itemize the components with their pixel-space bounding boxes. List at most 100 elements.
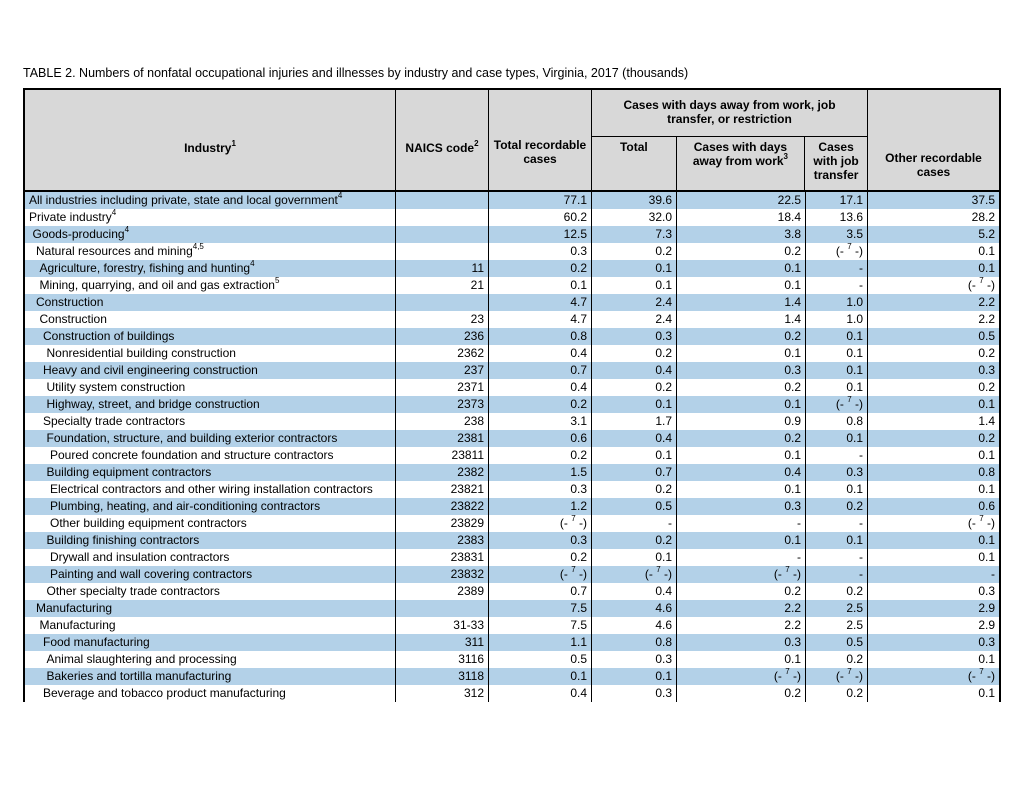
table-row: Goods-producing4 12.5 7.3 3.8 3.5 5.2 [25, 226, 999, 243]
value-cell-total-recordable: 3.1 [489, 413, 592, 430]
value-cell-days-away-total: 0.3 [592, 651, 677, 668]
industry-label: Mining, quarrying, and oil and gas extra… [39, 278, 275, 292]
value-cell-days-away-total: 0.3 [592, 685, 677, 702]
footnote-marker: 2 [474, 139, 479, 149]
naics-cell: 3116 [396, 651, 489, 668]
value-cell-job-transfer: 0.1 [806, 362, 868, 379]
value-cell-days-away-from-work: (- 7 -) [677, 566, 806, 583]
value-cell-total-recordable: 1.1 [489, 634, 592, 651]
footnote-marker: 7 [656, 566, 661, 574]
footnote-marker: 7 [847, 396, 852, 404]
industry-cell: Private industry4 [25, 209, 396, 226]
value-cell-other-recordable: 0.2 [978, 380, 995, 394]
value-cell-other-recordable: 1.4 [978, 414, 995, 428]
value-cell-job-transfer: - [806, 515, 868, 532]
naics-cell: 3118 [396, 668, 489, 685]
value-cell-days-away-from-work: 0.1 [677, 396, 806, 413]
value-cell-total-recordable: 0.7 [489, 583, 592, 600]
value-cell-other-recordable: 0.1 [978, 652, 995, 666]
naics-cell: 11 [396, 260, 489, 277]
value-cell-other-recordable: 0.3 [978, 584, 995, 598]
value-cell-other-recordable: 2.2 [978, 312, 995, 326]
value-cell-total-recordable: (- 7 -) [489, 515, 592, 532]
value-cell-other-recordable: 0.5 [978, 329, 995, 343]
footnote-marker: 7 [847, 243, 852, 251]
value-cell-other-recordable: 0.3 [978, 635, 995, 649]
value-cell-other-recordable: 0.1 [978, 482, 995, 496]
industry-label: Nonresidential building construction [46, 346, 236, 360]
value-cell-total-recordable: 0.1 [489, 668, 592, 685]
value-cell-total-recordable: 60.2 [489, 209, 592, 226]
value-cell-job-transfer: 2.5 [806, 600, 868, 617]
industry-cell: Building finishing contractors [25, 532, 396, 549]
value-cell-job-transfer: - [806, 260, 868, 277]
industry-cell: Manufacturing [25, 617, 396, 634]
footnote-marker: 7 [979, 668, 984, 676]
footnote-marker: 4 [250, 260, 255, 268]
value-cell-total-recordable: 0.6 [489, 430, 592, 447]
value-cell-days-away-total: 0.2 [592, 481, 677, 498]
naics-cell: 2362 [396, 345, 489, 362]
value-cell-days-away-from-work: 2.2 [677, 617, 806, 634]
header-industry: Industry1 [25, 90, 396, 190]
value-cell-job-transfer: - [806, 447, 868, 464]
industry-label: Natural resources and mining [36, 244, 193, 258]
value-cell-days-away-from-work: 0.1 [677, 447, 806, 464]
industry-cell: Other specialty trade contractors [25, 583, 396, 600]
industry-label: Highway, street, and bridge construction [46, 397, 260, 411]
footnote-marker: 4 [124, 226, 130, 234]
value-cell-other-recordable: 0.1 [978, 244, 995, 258]
value-cell-total-recordable: 0.3 [489, 481, 592, 498]
naics-cell: 312 [396, 685, 489, 702]
value-cell-other-recordable: 28.2 [971, 210, 995, 224]
footnote-marker: 5 [274, 277, 280, 285]
naics-cell [396, 192, 489, 209]
value-cell-days-away-from-work: 0.9 [677, 413, 806, 430]
table-title: TABLE 2. Numbers of nonfatal occupationa… [23, 66, 689, 80]
value-cell-other-recordable: 0.2 [978, 346, 995, 360]
industry-cell: Utility system construction [25, 379, 396, 396]
value-cell-total-recordable: 0.4 [489, 685, 592, 702]
header-days-away-total: Total [592, 137, 677, 190]
table-row: Plumbing, heating, and air-conditioning … [25, 498, 999, 515]
footnote-marker: 3 [783, 151, 788, 161]
table-row: Beverage and tobacco product manufacturi… [25, 685, 999, 702]
header-other-recordable-cases: Other recordable cases [868, 90, 999, 190]
value-cell-days-away-total: 0.2 [592, 345, 677, 362]
header-cases-days-away-from-work: Cases with days away from work3 [677, 137, 806, 190]
value-cell-days-away-from-work: 0.2 [677, 328, 806, 345]
industry-label: Painting and wall covering contractors [50, 567, 253, 581]
industry-cell: Goods-producing4 [25, 226, 396, 243]
value-cell-job-transfer: 1.0 [806, 294, 868, 311]
value-cell-job-transfer: 0.2 [806, 651, 868, 668]
value-cell-days-away-from-work: 0.3 [677, 498, 806, 515]
header-days-away-group-label: Cases with days away from work, job tran… [592, 90, 867, 137]
industry-cell: Food manufacturing [25, 634, 396, 651]
industry-cell: Highway, street, and bridge construction [25, 396, 396, 413]
value-cell-total-recordable: 12.5 [489, 226, 592, 243]
value-cell-total-recordable: 0.2 [489, 396, 592, 413]
value-cell-days-away-total: 0.7 [592, 464, 677, 481]
table-row: Nonresidential building construction 2362… [25, 345, 999, 362]
naics-cell: 2383 [396, 532, 489, 549]
value-cell-total-recordable: 0.8 [489, 328, 592, 345]
value-cell-total-recordable: 1.5 [489, 464, 592, 481]
header-days-away-subrow: Total Cases with days away from work3 Ca… [592, 137, 867, 190]
value-cell-days-away-total: 0.4 [592, 583, 677, 600]
industry-label: Agriculture, forestry, fishing and hunti… [39, 261, 251, 275]
value-cell-other-recordable: 0.1 [978, 397, 995, 411]
value-cell-days-away-from-work: 0.2 [677, 685, 806, 702]
industry-label: Specialty trade contractors [43, 414, 186, 428]
value-cell-other-recordable: 0.1 [978, 448, 995, 462]
value-cell-total-recordable: 0.1 [489, 277, 592, 294]
industry-cell: Poured concrete foundation and structure… [25, 447, 396, 464]
industry-label: Other building equipment contractors [50, 516, 247, 530]
value-cell-days-away-total: 2.4 [592, 294, 677, 311]
industry-cell: Specialty trade contractors [25, 413, 396, 430]
naics-cell: 23832 [396, 566, 489, 583]
value-cell-days-away-from-work: 0.1 [677, 345, 806, 362]
industry-label: Drywall and insulation contractors [50, 550, 230, 564]
header-cases-with-job-transfer: Cases with job transfer [813, 140, 859, 182]
value-cell-days-away-total: 2.4 [592, 311, 677, 328]
industry-cell: Natural resources and mining4,5 [25, 243, 396, 260]
